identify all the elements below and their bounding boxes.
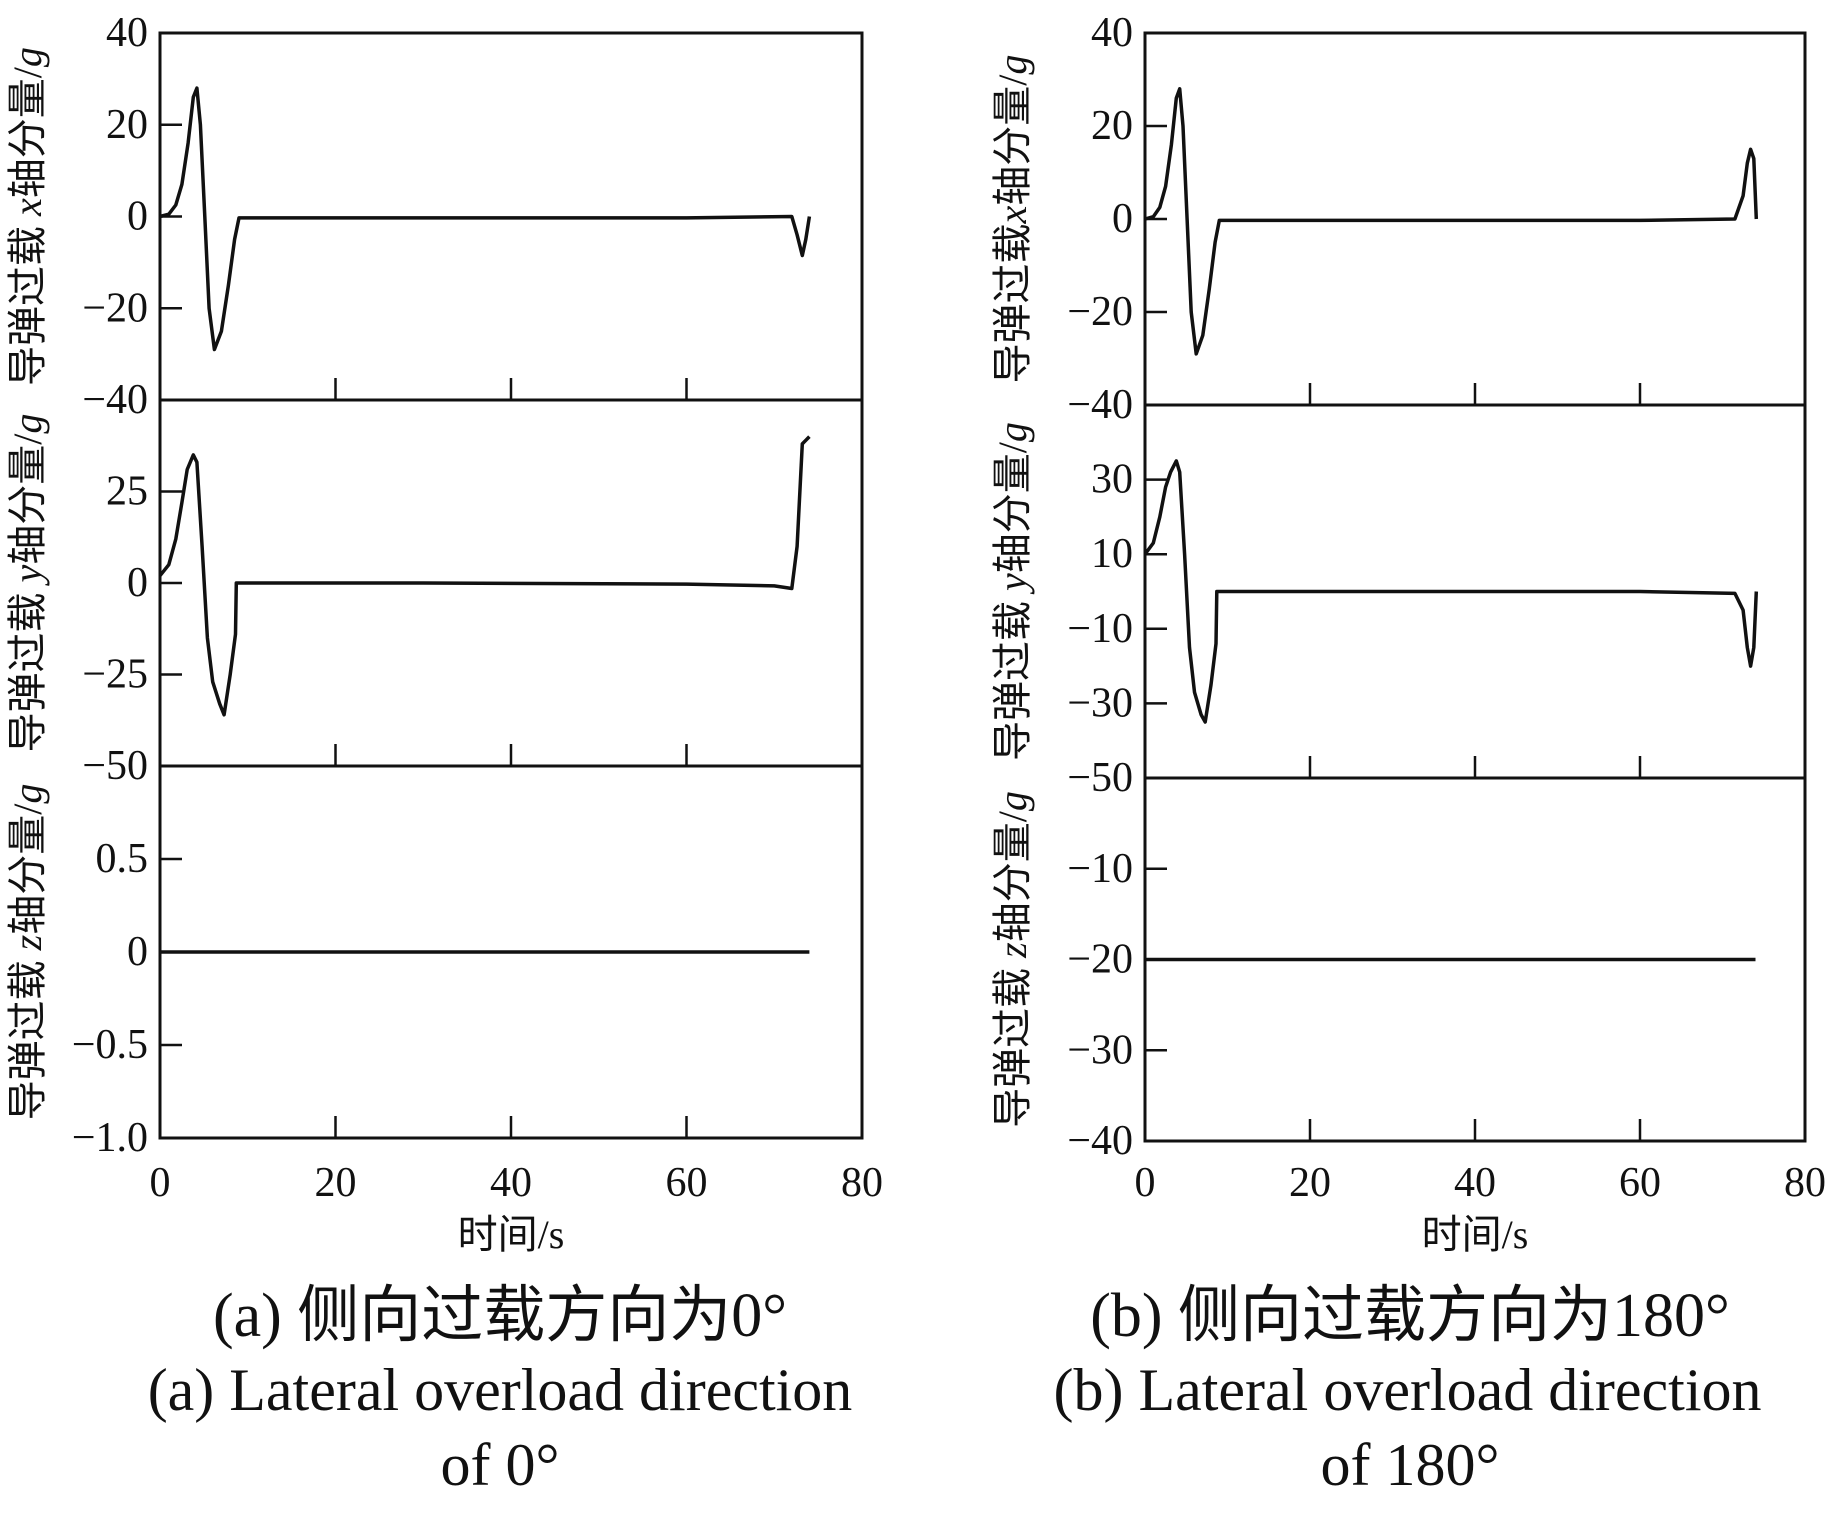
ytick-label-bottom-b-1: −50 (1067, 755, 1133, 801)
ytick-label-bottom-a-0: −40 (82, 377, 148, 423)
ytick-label-b-1-2: −10 (1067, 606, 1133, 652)
xtick-label-b-4: 80 (1784, 1160, 1826, 1206)
ylabel-b-y: 导弹过载 y轴分量/g (990, 422, 1035, 761)
ytick-label-b-2-1: −20 (1067, 937, 1133, 983)
series-line-a-x (159, 86, 812, 352)
ylabel-a-x: 导弹过载 x轴分量/g (5, 47, 50, 386)
ytick-label-a-1-2: −25 (82, 652, 148, 698)
caption-b-en-line2: of 180° (1320, 1432, 1500, 1498)
ylabel-a-y: 导弹过载 y轴分量/g (5, 414, 50, 753)
xtick-label-b-3: 60 (1619, 1160, 1661, 1206)
ytick-label-b-2-3: −40 (1067, 1118, 1133, 1164)
ytick-label-b-0-0: 40 (1091, 10, 1133, 56)
ytick-label-a-1-1: 0 (127, 560, 148, 606)
caption-b-zh: (b) 侧向过载方向为180° (1090, 1282, 1730, 1350)
ytick-label-b-0-3: −20 (1067, 289, 1133, 335)
ytick-label-a-2-2: −0.5 (72, 1022, 148, 1068)
series-line-b-x (1144, 87, 1759, 356)
caption-a-zh: (a) 侧向过载方向为0° (212, 1282, 788, 1350)
ytick-label-a-0-2: 0 (127, 194, 148, 240)
ytick-label-b-1-3: −30 (1067, 680, 1133, 726)
ytick-label-a-0-3: −20 (82, 285, 148, 331)
ylabel-b-x: 导弹过载x轴分量/g (990, 55, 1035, 384)
ytick-label-b-1-1: 10 (1091, 531, 1133, 577)
ytick-label-a-0-1: 20 (106, 102, 148, 148)
caption-b-en-line1: (b) Lateral overload direction (1053, 1357, 1762, 1423)
xtick-label-a-1: 20 (315, 1160, 357, 1206)
ytick-label-a-2-0: 0.5 (96, 836, 149, 882)
xtick-label-a-2: 40 (490, 1160, 532, 1206)
xtick-label-b-2: 40 (1454, 1160, 1496, 1206)
frame-b (1143, 31, 1807, 1143)
caption-a-en-line1: (a) Lateral overload direction (147, 1357, 853, 1423)
ytick-label-a-0-0: 40 (106, 10, 148, 56)
ylabel-b-z: 导弹过载 z轴分量/g (990, 791, 1035, 1128)
xlabel-a: 时间/s (458, 1212, 565, 1257)
ylabel-a-z: 导弹过载 z轴分量/g (5, 784, 50, 1121)
ytick-label-b-1-0: 30 (1091, 457, 1133, 503)
xtick-label-b-0: 0 (1135, 1160, 1156, 1206)
xtick-label-a-4: 80 (841, 1160, 883, 1206)
caption-a-en-line2: of 0° (440, 1432, 560, 1498)
series-line-a-y (158, 435, 811, 717)
xtick-label-a-3: 60 (666, 1160, 708, 1206)
ytick-label-b-2-2: −30 (1067, 1027, 1133, 1073)
ytick-label-b-2-0: −10 (1067, 846, 1133, 892)
series-line-b-y (1143, 459, 1759, 724)
ytick-label-bottom-b-0: −40 (1067, 382, 1133, 428)
ytick-label-bottom-a-1: −50 (82, 743, 148, 789)
ytick-label-a-2-1: 0 (127, 929, 148, 975)
ytick-label-b-0-2: 0 (1112, 196, 1133, 242)
ytick-label-b-0-1: 20 (1091, 103, 1133, 149)
xtick-label-b-1: 20 (1289, 1160, 1331, 1206)
ytick-label-a-1-0: 25 (106, 469, 148, 515)
xlabel-b: 时间/s (1422, 1212, 1529, 1257)
ytick-label-a-2-3: −1.0 (72, 1115, 148, 1161)
xtick-label-a-0: 0 (150, 1160, 171, 1206)
